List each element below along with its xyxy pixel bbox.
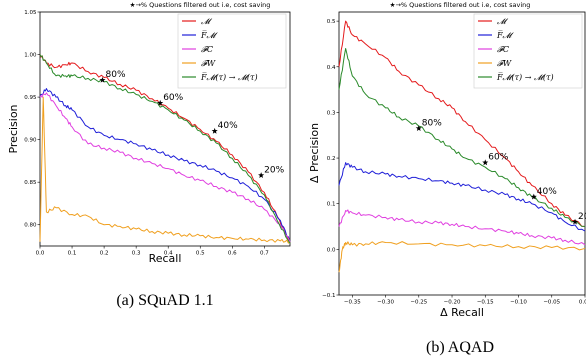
x-tick-label: 0.2: [100, 251, 109, 257]
annotation-label: 20%: [264, 165, 284, 175]
legend-entry: 𝓕C: [201, 45, 213, 54]
x-ticks: −0.35 −0.30 −0.25 −0.20 −0.15 −0.10 −0.05 0.00: [344, 295, 586, 306]
x-tick-label: 0.5: [196, 251, 205, 257]
x-tick-label: 0.0: [36, 251, 45, 257]
series-line: [339, 242, 585, 273]
x-tick-label: −0.10: [510, 300, 527, 306]
series-line: [40, 89, 290, 242]
caption-b: (b) AQAD: [426, 339, 494, 356]
legend-entry: 𝓕W: [201, 59, 216, 68]
annotation-label: 20%: [578, 212, 586, 222]
y-tick-label: 0.80: [24, 223, 37, 229]
x-tick-label: −0.30: [377, 300, 394, 306]
y-tick-label: 1.05: [24, 10, 37, 16]
y-tick-label: 1.00: [24, 53, 37, 59]
y-tick-label: 0.85: [24, 180, 37, 186]
y-tick-label: 0.3: [327, 110, 336, 116]
annotation-label: 40%: [218, 121, 238, 131]
y-axis-label: Precision: [7, 104, 20, 153]
y-tick-label: 0.1: [327, 202, 336, 208]
y-tick-label: 0.90: [24, 138, 37, 144]
legend-entry: F̅𝓜(τ) → 𝓜(τ): [200, 73, 258, 82]
y-ticks: 0.80 0.85 0.90 0.95 1.00 1.05: [24, 10, 40, 229]
chart-aqad: ★→% Questions filtered out i.e, cost sav…: [308, 1, 586, 356]
x-axis-label: Δ Recall: [440, 306, 484, 319]
legend-entry: 𝓕W: [497, 59, 512, 68]
annotation-label: 60%: [163, 93, 183, 103]
chart-squad: ★→% Questions filtered out i.e, cost sav…: [7, 1, 290, 309]
x-tick-label: −0.25: [410, 300, 427, 306]
legend-entry: 𝓕C: [497, 45, 509, 54]
annotation-label: 40%: [537, 187, 557, 197]
series-line: [339, 210, 585, 245]
chart-title: ★→% Questions filtered out i.e, cost sav…: [390, 1, 531, 9]
y-tick-label: −0.1: [322, 293, 335, 299]
x-tick-label: 0.1: [68, 251, 77, 257]
x-tick-label: −0.05: [543, 300, 560, 306]
series-line: [40, 97, 290, 243]
y-ticks: −0.1 0.0 0.1 0.2 0.3 0.4 0.5: [322, 19, 339, 299]
chart-title: ★→% Questions filtered out i.e, cost sav…: [130, 1, 271, 9]
caption-a: (a) SQuAD 1.1: [116, 292, 213, 309]
x-tick-label: 0.00: [579, 300, 586, 306]
x-tick-label: −0.20: [444, 300, 461, 306]
y-tick-label: 0.5: [327, 19, 336, 25]
x-tick-label: 0.6: [228, 251, 237, 257]
y-tick-label: 0.0: [327, 247, 336, 253]
annotations: 80% 60% 40% 20%: [416, 118, 586, 224]
annotation-label: 80%: [422, 118, 442, 128]
y-tick-label: 0.95: [24, 95, 37, 101]
legend-entry: F̅𝓜(τ) → 𝓜(τ): [496, 73, 554, 82]
x-tick-label: 0.3: [132, 251, 141, 257]
x-axis-label: Recall: [149, 252, 182, 265]
y-axis-label: Δ Precision: [308, 123, 321, 183]
x-tick-label: −0.35: [344, 300, 361, 306]
annotation-label: 80%: [106, 70, 126, 80]
x-tick-label: 0.7: [260, 251, 269, 257]
y-tick-label: 0.2: [327, 156, 336, 162]
annotation-label: 60%: [488, 153, 508, 163]
x-tick-label: −0.15: [477, 300, 494, 306]
y-tick-label: 0.4: [327, 65, 336, 71]
series-line: [40, 93, 290, 242]
